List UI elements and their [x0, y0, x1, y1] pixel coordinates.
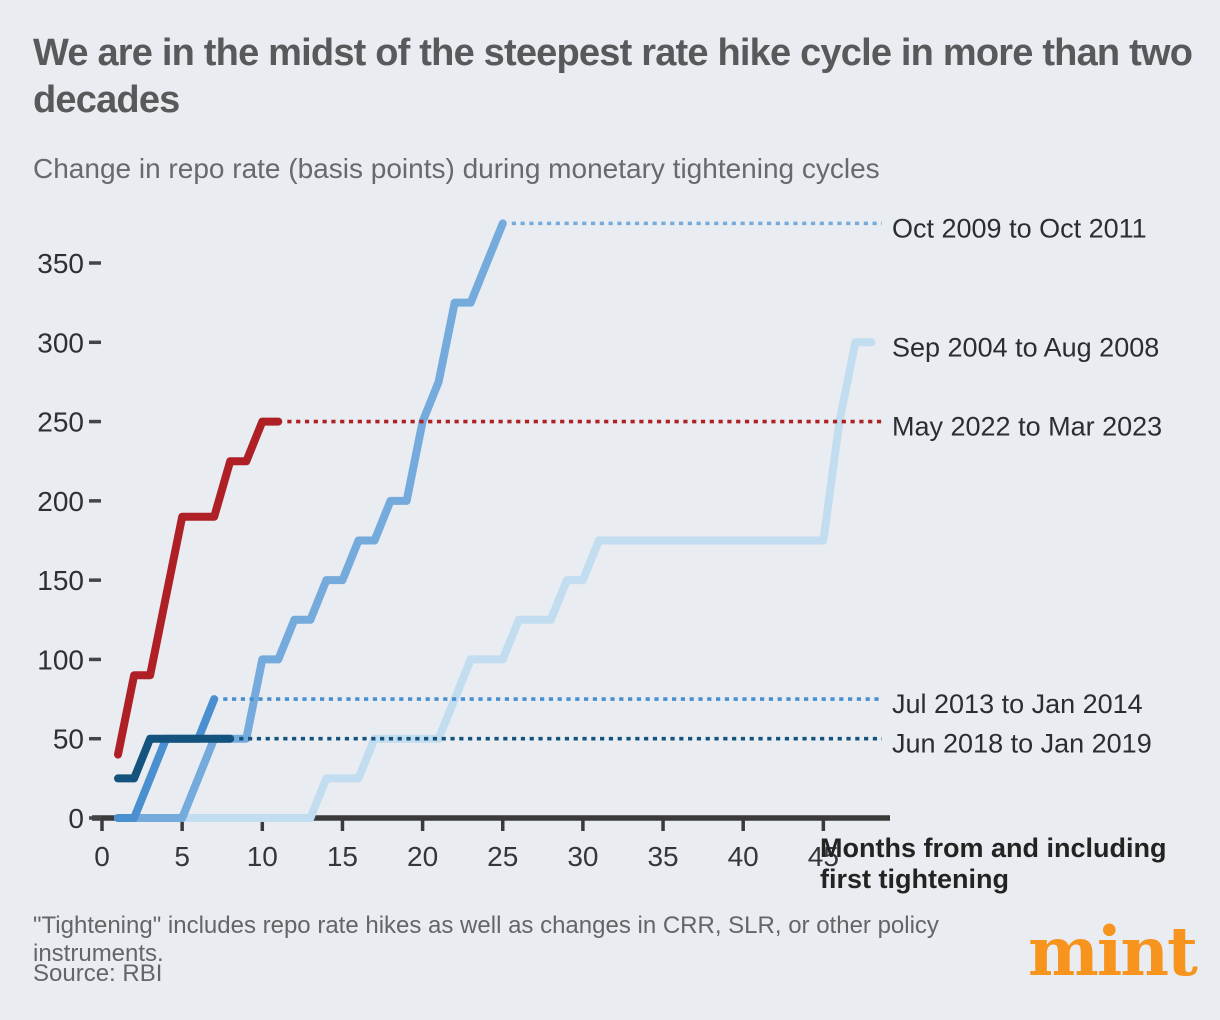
x-tick-label: 15	[327, 841, 358, 872]
x-tick-label: 45	[808, 841, 839, 872]
y-tick-label: 0	[68, 803, 84, 834]
series-label: Jul 2013 to Jan 2014	[892, 689, 1143, 719]
y-tick-label: 250	[37, 407, 84, 438]
chart-subtitle: Change in repo rate (basis points) durin…	[33, 153, 880, 184]
series-line	[114, 734, 235, 783]
x-tick-label: 20	[407, 841, 438, 872]
footnote: "Tightening" includes repo rate hikes as…	[33, 912, 939, 967]
y-tick-label: 50	[53, 724, 84, 755]
series-label: Jun 2018 to Jan 2019	[892, 729, 1152, 759]
series-line	[114, 338, 876, 822]
y-tick-label: 100	[37, 644, 84, 675]
series-line	[114, 417, 283, 759]
x-tick-label: 5	[174, 841, 190, 872]
y-tick-label: 350	[37, 248, 84, 279]
y-tick-label: 300	[37, 327, 84, 358]
series-label: Oct 2009 to Oct 2011	[892, 213, 1147, 243]
x-tick-label: 35	[647, 841, 678, 872]
series-label: Sep 2004 to Aug 2008	[892, 332, 1159, 362]
y-tick-label: 150	[37, 565, 84, 596]
series-line	[114, 695, 219, 822]
mint-logo: mint	[1027, 912, 1198, 991]
x-tick-label: 30	[567, 841, 598, 872]
x-tick-label: 40	[728, 841, 759, 872]
y-tick-label: 200	[37, 486, 84, 517]
x-tick-label: 25	[487, 841, 518, 872]
line-chart: 0 5 10 15 20 25 30 35 40 45 0 50 100 150 200 250 300 350 S…	[37, 213, 1162, 872]
chart-title: We are in the midst of the steepest rate…	[33, 32, 1193, 121]
source-credit: Source: RBI	[33, 960, 163, 987]
series-label: May 2022 to Mar 2023	[892, 412, 1162, 442]
x-tick-label: 10	[247, 841, 278, 872]
x-axis-label: Months from and including first tighteni…	[820, 833, 1167, 894]
x-tick-label: 0	[94, 841, 110, 872]
